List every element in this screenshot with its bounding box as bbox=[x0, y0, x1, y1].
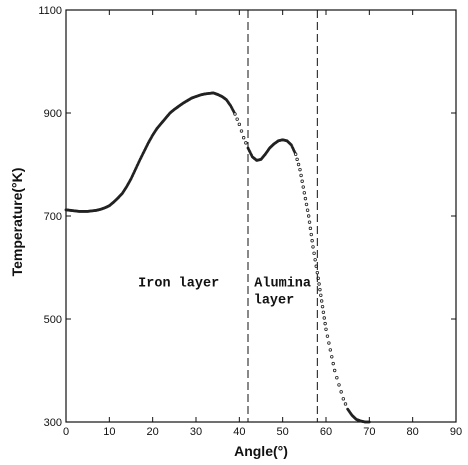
data-point bbox=[331, 361, 335, 366]
data-point bbox=[302, 191, 307, 195]
data-point bbox=[319, 293, 323, 298]
data-point bbox=[308, 226, 313, 231]
data-point bbox=[306, 214, 311, 218]
data-point bbox=[332, 368, 337, 373]
data-point bbox=[233, 112, 237, 116]
data-point bbox=[244, 141, 248, 145]
data-point bbox=[301, 185, 305, 189]
layer-boundary-lines bbox=[247, 10, 318, 422]
data-point bbox=[325, 334, 330, 338]
data-point bbox=[327, 341, 331, 345]
y-axis-title: Temperature(°K) bbox=[9, 168, 25, 277]
data-point bbox=[312, 251, 316, 256]
data-point bbox=[315, 270, 320, 275]
data-point bbox=[335, 376, 339, 380]
data-point bbox=[299, 173, 303, 178]
annotation-label: Iron layer bbox=[138, 277, 219, 292]
data-point bbox=[310, 239, 314, 243]
x-tick-label: 60 bbox=[320, 426, 332, 438]
data-point bbox=[313, 258, 317, 262]
data-point bbox=[303, 196, 308, 201]
x-tick-label: 70 bbox=[363, 426, 375, 438]
data-point bbox=[305, 208, 310, 212]
data-point bbox=[296, 162, 301, 167]
annotations: Iron layer Alumina layer bbox=[138, 277, 311, 309]
data-point bbox=[309, 232, 313, 237]
x-tick-label: 50 bbox=[277, 426, 289, 438]
plot-frame bbox=[65, 9, 457, 423]
data-point bbox=[307, 220, 312, 224]
data-point bbox=[293, 152, 298, 156]
data-point bbox=[321, 310, 326, 315]
y-tick-label: 300 bbox=[44, 417, 62, 429]
x-tick-label: 30 bbox=[190, 426, 202, 438]
data-point bbox=[339, 390, 343, 394]
data-point bbox=[295, 157, 299, 162]
data-point bbox=[304, 202, 309, 207]
data-point bbox=[311, 245, 315, 249]
x-tick-label: 20 bbox=[147, 426, 159, 438]
data-point bbox=[237, 122, 242, 127]
y-tick-label: 900 bbox=[44, 108, 62, 120]
data-point bbox=[330, 355, 334, 359]
data-point bbox=[322, 316, 326, 320]
x-tick-label: 0 bbox=[63, 426, 69, 438]
data-point bbox=[323, 321, 327, 326]
data-point bbox=[318, 287, 322, 292]
x-axis-ticks: 0 10 20 30 40 50 60 70 80 90 bbox=[63, 10, 462, 438]
y-tick-label: 700 bbox=[44, 211, 62, 223]
annotation-label: layer bbox=[254, 294, 295, 309]
plot-area bbox=[65, 9, 457, 423]
x-axis-title: Angle(°) bbox=[234, 443, 288, 459]
data-point bbox=[235, 117, 239, 121]
data-point bbox=[300, 179, 304, 183]
data-point bbox=[343, 402, 348, 406]
data-point bbox=[328, 348, 333, 352]
data-point bbox=[319, 299, 324, 303]
data-point bbox=[320, 304, 325, 309]
data-point bbox=[337, 383, 341, 387]
data-point bbox=[239, 129, 244, 133]
y-tick-label: 500 bbox=[44, 314, 62, 326]
data-point bbox=[317, 282, 321, 286]
annotation-label: Alumina bbox=[254, 277, 311, 292]
data-point bbox=[324, 327, 328, 331]
data-point bbox=[241, 136, 246, 140]
data-point bbox=[341, 397, 346, 401]
y-axis-ticks: 300 500 700 900 1100 bbox=[38, 5, 456, 429]
x-tick-label: 80 bbox=[407, 426, 419, 438]
y-tick-label: 1100 bbox=[38, 5, 62, 17]
data-points bbox=[64, 91, 371, 424]
x-tick-label: 90 bbox=[450, 426, 462, 438]
x-tick-label: 40 bbox=[233, 426, 245, 438]
data-point bbox=[298, 167, 302, 172]
x-tick-label: 10 bbox=[103, 426, 115, 438]
